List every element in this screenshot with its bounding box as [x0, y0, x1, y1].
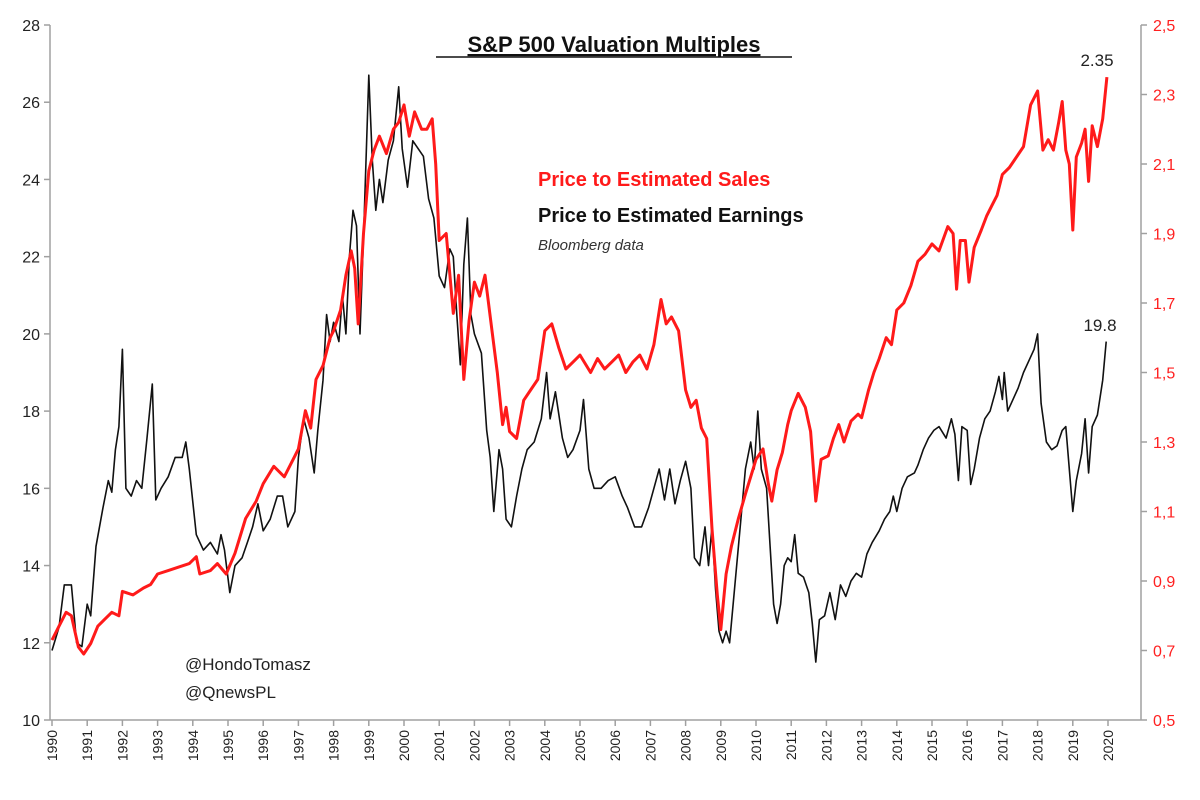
- left-y-tick-label: 16: [22, 481, 40, 498]
- legend-price-to-earnings: Price to Estimated Earnings: [538, 205, 804, 227]
- x-tick-label: 1997: [290, 730, 306, 761]
- x-tick-label: 2003: [502, 730, 518, 761]
- x-tick-label: 2015: [924, 730, 940, 761]
- series-group: [50, 74, 1109, 663]
- x-tick-label: 2007: [642, 730, 658, 761]
- handle-qnewspl: @QnewsPL: [185, 683, 276, 702]
- x-tick-label: 2013: [854, 730, 870, 761]
- series-line-price-to-sales: [50, 76, 1109, 656]
- right-y-tick-label: 2,3: [1153, 88, 1175, 105]
- chart-title: S&P 500 Valuation Multiples: [467, 32, 760, 57]
- right-y-tick-label: 2,5: [1153, 18, 1175, 35]
- ps-last-value-label: 2.35: [1080, 51, 1113, 70]
- x-tick-label: 2005: [572, 730, 588, 761]
- x-tick-label: 2016: [959, 730, 975, 761]
- left-y-tick-label: 28: [22, 18, 40, 35]
- left-y-tick-label: 20: [22, 327, 40, 344]
- x-tick-label: 2006: [607, 730, 623, 761]
- right-y-tick-label: 1,1: [1153, 505, 1175, 522]
- left-y-tick-label: 18: [22, 404, 40, 421]
- x-tick-label: 2009: [713, 730, 729, 761]
- x-tick-label: 2010: [748, 730, 764, 761]
- right-y-tick-label: 0,7: [1153, 644, 1175, 661]
- x-tick-label: 1994: [185, 730, 201, 761]
- right-y-tick-label: 2,1: [1153, 157, 1175, 174]
- x-tick-label: 1998: [326, 730, 342, 761]
- x-tick-label: 1996: [255, 730, 271, 761]
- x-tick-label: 2018: [1030, 730, 1046, 761]
- x-tick-label: 2012: [818, 730, 834, 761]
- x-tick-label: 2001: [431, 730, 447, 761]
- left-y-tick-label: 22: [22, 250, 40, 267]
- x-tick-label: 2014: [889, 730, 905, 761]
- pe-last-value-label: 19.8: [1083, 316, 1116, 335]
- x-tick-label: 1995: [220, 730, 236, 761]
- handle-hondotomasz: @HondoTomasz: [185, 655, 311, 674]
- right-y-tick-label: 0,9: [1153, 574, 1175, 591]
- right-y-tick-label: 0,5: [1153, 713, 1175, 730]
- x-tick-label: 1993: [150, 730, 166, 761]
- right-y-tick-label: 1,9: [1153, 227, 1175, 244]
- left-y-tick-label: 10: [22, 713, 40, 730]
- axes: 10 12 14 16 18 20 22 24 26 28 0,5 0,7 0,9 1,1 1,3 1,5 1,…: [22, 18, 1175, 761]
- x-tick-label: 1999: [361, 730, 377, 761]
- right-y-tick-label: 1,5: [1153, 366, 1175, 383]
- source-note: Bloomberg data: [538, 237, 644, 254]
- x-tick-label: 1992: [114, 730, 130, 761]
- x-tick-label: 2020: [1100, 730, 1116, 761]
- x-tick-label: 2017: [994, 730, 1010, 761]
- x-tick-label: 2011: [783, 730, 799, 760]
- x-tick-label: 2019: [1065, 730, 1081, 761]
- x-tick-label: 2002: [466, 730, 482, 761]
- x-tick-label: 1991: [79, 730, 95, 761]
- right-y-tick-label: 1,3: [1153, 435, 1175, 452]
- left-y-tick-label: 24: [22, 172, 40, 189]
- left-y-tick-label: 26: [22, 95, 40, 112]
- x-tick-label: 2000: [396, 730, 412, 761]
- series-line-price-to-earnings: [51, 74, 1107, 663]
- x-tick-label: 1990: [44, 730, 60, 761]
- right-y-tick-label: 1,7: [1153, 296, 1175, 313]
- left-y-tick-label: 14: [22, 559, 40, 576]
- left-y-tick-label: 12: [22, 636, 40, 653]
- x-tick-label: 2004: [537, 730, 553, 761]
- x-tick-label: 2008: [678, 730, 694, 761]
- legend-price-to-sales: Price to Estimated Sales: [538, 169, 770, 191]
